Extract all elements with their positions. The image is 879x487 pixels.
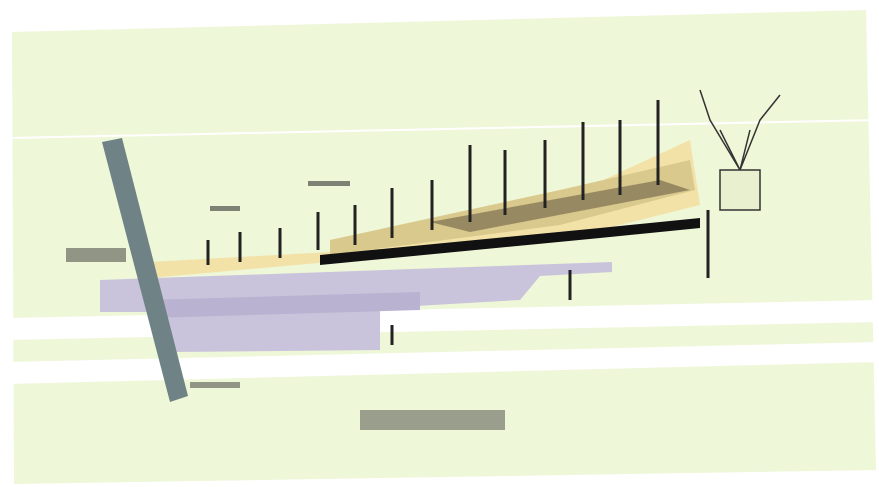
band-edge: [320, 218, 700, 265]
stripe: [9, 119, 879, 139]
glyph-blocks: [66, 181, 505, 430]
slanted-bar: [102, 138, 188, 402]
branch-icon: [699, 89, 781, 211]
stripe: [8, 342, 879, 384]
band-lavender-dark: [150, 292, 420, 318]
ticks: [206, 100, 710, 345]
band-shadow: [430, 180, 690, 232]
